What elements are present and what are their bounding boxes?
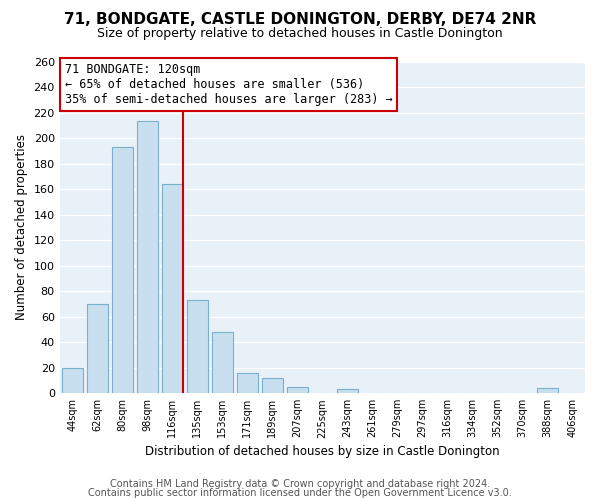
Bar [262,378,283,393]
Bar [161,184,183,393]
Bar [236,373,258,393]
Text: Size of property relative to detached houses in Castle Donington: Size of property relative to detached ho… [97,28,503,40]
Bar [62,368,83,393]
Text: Contains HM Land Registry data © Crown copyright and database right 2024.: Contains HM Land Registry data © Crown c… [110,479,490,489]
Bar [86,304,108,393]
Bar [337,390,358,393]
X-axis label: Distribution of detached houses by size in Castle Donington: Distribution of detached houses by size … [145,444,500,458]
Text: 71, BONDGATE, CASTLE DONINGTON, DERBY, DE74 2NR: 71, BONDGATE, CASTLE DONINGTON, DERBY, D… [64,12,536,28]
Bar [287,387,308,393]
Bar [137,122,158,393]
Y-axis label: Number of detached properties: Number of detached properties [15,134,28,320]
Text: 71 BONDGATE: 120sqm
← 65% of detached houses are smaller (536)
35% of semi-detac: 71 BONDGATE: 120sqm ← 65% of detached ho… [65,63,392,106]
Text: Contains public sector information licensed under the Open Government Licence v3: Contains public sector information licen… [88,488,512,498]
Bar [537,388,558,393]
Bar [187,300,208,393]
Bar [212,332,233,393]
Bar [112,147,133,393]
